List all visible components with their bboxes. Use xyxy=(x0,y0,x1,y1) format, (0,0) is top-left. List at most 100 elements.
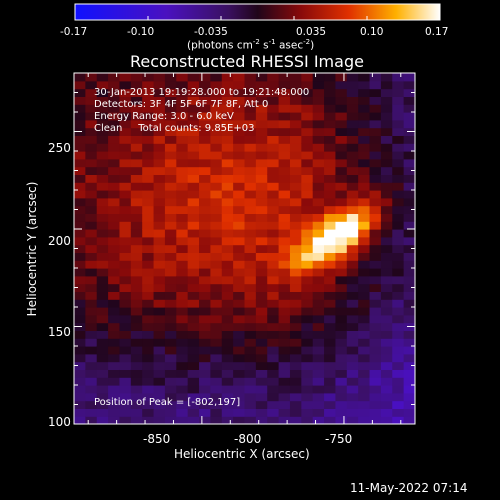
heatmap-cell xyxy=(335,377,348,386)
heatmap-cell xyxy=(199,229,211,238)
heatmap-cell xyxy=(130,416,143,424)
heatmap-cell xyxy=(244,408,257,417)
heatmap-cell xyxy=(301,221,314,230)
heatmap-cell xyxy=(210,158,223,168)
heatmap-cell xyxy=(267,112,280,121)
heatmap-cell xyxy=(74,299,86,308)
heatmap-cell xyxy=(369,385,382,394)
heatmap-cell xyxy=(108,205,121,214)
heatmap-cell xyxy=(199,392,211,402)
heatmap-cell xyxy=(233,346,246,355)
heatmap-cell xyxy=(289,338,302,347)
heatmap-cell xyxy=(221,369,234,378)
heatmap-cell xyxy=(119,275,132,285)
heatmap-cell xyxy=(335,73,348,82)
heatmap-cell xyxy=(233,307,246,316)
heatmap-cell xyxy=(301,338,314,347)
heatmap-cell xyxy=(153,88,166,97)
heatmap-cell xyxy=(96,346,109,355)
heatmap-cell xyxy=(346,353,359,363)
heatmap-cell xyxy=(233,151,246,160)
heatmap-cell xyxy=(85,346,98,355)
heatmap-cell xyxy=(301,205,314,214)
heatmap-cell xyxy=(221,127,234,136)
heatmap-cell xyxy=(346,408,359,417)
heatmap-cell xyxy=(108,80,121,90)
heatmap-cell xyxy=(324,143,337,152)
heatmap-cell xyxy=(176,213,189,222)
heatmap-cell xyxy=(210,229,223,238)
heatmap-cell xyxy=(392,127,405,136)
heatmap-cell xyxy=(267,322,280,331)
heatmap-cell xyxy=(278,416,291,424)
heatmap-cell xyxy=(358,112,371,121)
heatmap-cell xyxy=(164,112,177,121)
heatmap-cell xyxy=(233,361,246,370)
heatmap-cell xyxy=(358,275,371,285)
heatmap-cell xyxy=(335,275,348,285)
heatmap-cell xyxy=(119,377,132,386)
heatmap-cell xyxy=(278,112,291,121)
heatmap-cell xyxy=(392,96,405,105)
heatmap-cell xyxy=(335,174,348,183)
heatmap-cell xyxy=(403,330,415,339)
heatmap-cell xyxy=(199,221,211,230)
heatmap-cell xyxy=(233,104,246,113)
heatmap-cell xyxy=(289,205,302,214)
heatmap-cell xyxy=(289,221,302,230)
heatmap-cell xyxy=(289,190,302,199)
heatmap-cell xyxy=(335,299,348,308)
heatmap-cell xyxy=(187,408,200,417)
heatmap-cell xyxy=(176,377,189,386)
heatmap-cell xyxy=(142,346,155,355)
heatmap-cell xyxy=(380,205,393,214)
heatmap-cell xyxy=(130,353,143,363)
heatmap-cell xyxy=(108,252,121,261)
heatmap-cell xyxy=(108,338,121,347)
heatmap-cell xyxy=(358,174,371,183)
heatmap-cell xyxy=(301,151,314,160)
heatmap-cell xyxy=(392,291,405,300)
heatmap-cell xyxy=(96,369,109,378)
heatmap-cell xyxy=(380,221,393,230)
heatmap-cell xyxy=(108,119,121,129)
heatmap-cell xyxy=(392,236,405,246)
heatmap-cell xyxy=(244,361,257,370)
heatmap-cell xyxy=(267,291,280,300)
heatmap-cell xyxy=(255,330,268,339)
heatmap-cell xyxy=(369,416,382,424)
heatmap-cell xyxy=(153,213,166,222)
heatmap-cell xyxy=(392,229,405,238)
heatmap-cell xyxy=(119,190,132,199)
heatmap-cell xyxy=(74,307,86,316)
heatmap-cell xyxy=(403,143,415,152)
heatmap-cell xyxy=(85,143,98,152)
heatmap-cell xyxy=(130,174,143,183)
heatmap-cell xyxy=(255,307,268,316)
heatmap-cell xyxy=(119,330,132,339)
heatmap-cell xyxy=(392,112,405,121)
heatmap-cell xyxy=(233,112,246,121)
heatmap-cell xyxy=(142,119,155,129)
heatmap-cell xyxy=(108,385,121,394)
heatmap-cell xyxy=(324,392,337,402)
heatmap-cell xyxy=(187,182,200,191)
heatmap-cell xyxy=(267,182,280,191)
heatmap-cell xyxy=(233,353,246,363)
heatmap-cell xyxy=(108,377,121,386)
heatmap-cell xyxy=(153,260,166,269)
heatmap-cell xyxy=(233,369,246,378)
heatmap-cell xyxy=(96,330,109,339)
heatmap-cell xyxy=(380,369,393,378)
heatmap-cell xyxy=(210,96,223,105)
heatmap-cell xyxy=(380,182,393,191)
heatmap-cell xyxy=(403,369,415,378)
x-tick-label: -750 xyxy=(325,432,353,446)
heatmap-cell xyxy=(221,73,234,82)
heatmap-cell xyxy=(210,416,223,424)
heatmap-cell xyxy=(199,151,211,160)
heatmap-cell xyxy=(96,88,109,97)
heatmap-cell xyxy=(130,205,143,214)
heatmap-cell xyxy=(119,291,132,300)
heatmap-cell xyxy=(153,283,166,292)
